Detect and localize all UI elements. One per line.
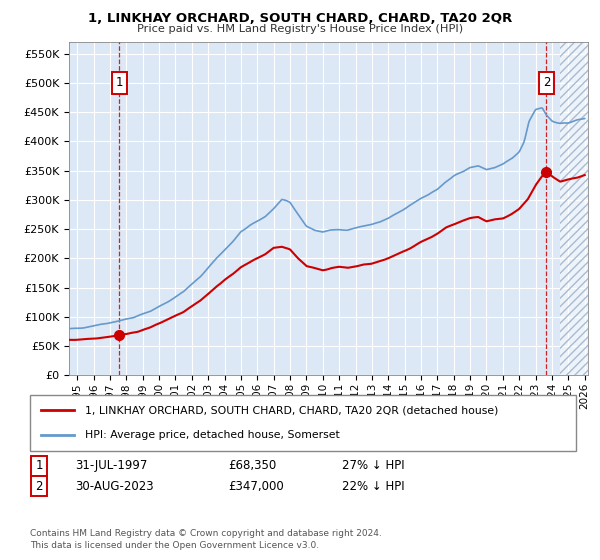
Bar [560,42,588,375]
Text: 27% ↓ HPI: 27% ↓ HPI [342,459,404,473]
Text: 1: 1 [116,76,123,90]
Text: Contains HM Land Registry data © Crown copyright and database right 2024.
This d: Contains HM Land Registry data © Crown c… [30,529,382,550]
Text: 2: 2 [542,76,550,90]
Text: £68,350: £68,350 [228,459,276,473]
Text: 1, LINKHAY ORCHARD, SOUTH CHARD, CHARD, TA20 2QR: 1, LINKHAY ORCHARD, SOUTH CHARD, CHARD, … [88,12,512,25]
Text: Price paid vs. HM Land Registry's House Price Index (HPI): Price paid vs. HM Land Registry's House … [137,24,463,34]
Text: £347,000: £347,000 [228,479,284,493]
Text: 1: 1 [35,459,43,473]
Text: 30-AUG-2023: 30-AUG-2023 [75,479,154,493]
Text: 31-JUL-1997: 31-JUL-1997 [75,459,148,473]
Text: 22% ↓ HPI: 22% ↓ HPI [342,479,404,493]
FancyBboxPatch shape [30,395,576,451]
Text: HPI: Average price, detached house, Somerset: HPI: Average price, detached house, Some… [85,430,340,440]
Text: 2: 2 [35,479,43,493]
Bar [560,42,588,375]
Text: 1, LINKHAY ORCHARD, SOUTH CHARD, CHARD, TA20 2QR (detached house): 1, LINKHAY ORCHARD, SOUTH CHARD, CHARD, … [85,405,498,416]
